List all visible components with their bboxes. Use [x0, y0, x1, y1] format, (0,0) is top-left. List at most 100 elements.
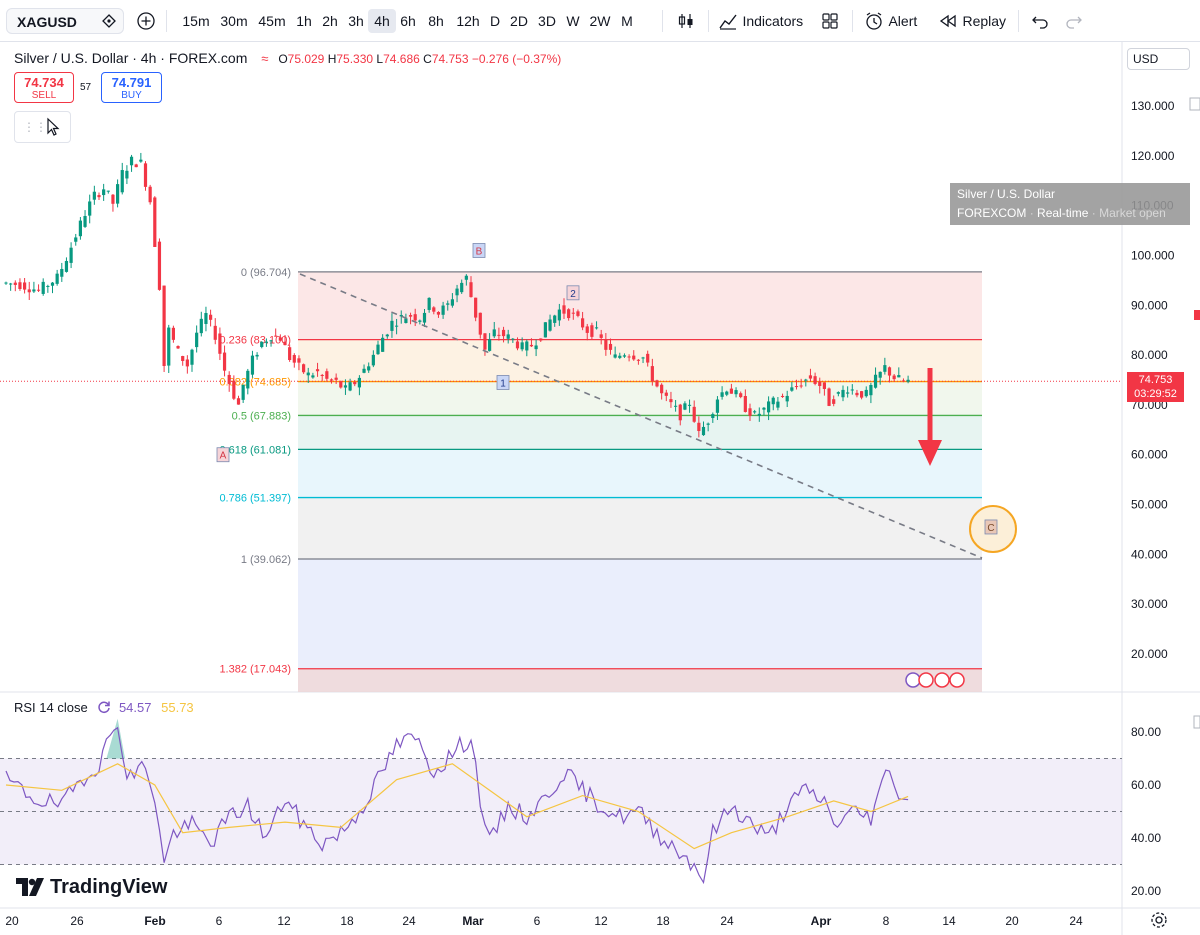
candle-up: [715, 399, 720, 413]
price-tick-40: 40.000: [1131, 547, 1168, 561]
interval-2h[interactable]: 2h: [322, 13, 338, 29]
interval-15m[interactable]: 15m: [182, 13, 210, 29]
candle-down: [669, 399, 673, 403]
rsi-tick-80: 80.00: [1131, 725, 1161, 739]
rsi-ma-line[interactable]: [5, 763, 909, 850]
replay-button[interactable]: Replay: [938, 9, 1010, 33]
fib-zone-0: [298, 271, 982, 340]
indicators-button[interactable]: Indicators: [718, 9, 810, 33]
candle-up: [74, 237, 78, 242]
candle-up: [557, 309, 561, 321]
interval-8h[interactable]: 8h: [428, 13, 444, 29]
event-flag-icon[interactable]: [949, 672, 965, 688]
tooltip-details: FOREXCOM · Real-time · Market open: [957, 206, 1166, 220]
candle-up: [734, 390, 738, 395]
symbol-search[interactable]: XAGUSD: [6, 8, 124, 34]
interval-6h[interactable]: 6h: [400, 13, 416, 29]
interval-m[interactable]: M: [621, 13, 633, 29]
settings-gear-icon[interactable]: [1150, 911, 1168, 929]
candle-down: [822, 382, 826, 389]
interval-3h[interactable]: 3h: [348, 13, 364, 29]
candle-down: [655, 380, 659, 387]
tooltip-mode: Real-time: [1037, 206, 1089, 220]
toolbar-divider: [166, 10, 167, 32]
redo-icon[interactable]: [1062, 9, 1086, 33]
dashed-trend-line[interactable]: [299, 273, 983, 559]
tradingview-logo[interactable]: TradingView: [16, 876, 167, 902]
candle-up: [506, 334, 510, 339]
wave-label-box-b[interactable]: [472, 243, 486, 258]
event-flag-icon[interactable]: [918, 672, 934, 688]
interval-1h[interactable]: 1h: [296, 13, 312, 29]
candle-down: [585, 326, 589, 333]
candle-down: [794, 386, 799, 388]
candle-up: [395, 325, 399, 327]
candle-up: [199, 318, 203, 334]
candle-up: [390, 320, 394, 331]
candle-down: [213, 325, 217, 340]
candle-down: [236, 398, 241, 405]
currency-label: USD: [1133, 52, 1159, 66]
cursor-icon[interactable]: [45, 117, 61, 137]
candle-down: [650, 366, 654, 382]
candle-down: [483, 333, 487, 350]
candle-down: [162, 285, 166, 366]
sell-button[interactable]: 74.734 SELL: [14, 72, 74, 103]
buy-button[interactable]: 74.791 BUY: [101, 72, 162, 103]
candle-up: [83, 215, 87, 227]
toolbar-divider: [708, 10, 709, 32]
candle-up: [641, 357, 645, 359]
interval-2d[interactable]: 2D: [510, 13, 528, 29]
fib-zone-extension: [298, 668, 982, 692]
interval-d[interactable]: D: [489, 13, 501, 29]
undo-icon[interactable]: [1028, 9, 1052, 33]
interval-w[interactable]: W: [566, 13, 580, 29]
down-arrow-head[interactable]: [918, 440, 942, 466]
candle-down: [827, 388, 831, 406]
event-flag-icon[interactable]: [934, 672, 950, 688]
wave-label-box-c[interactable]: [984, 519, 998, 535]
wave-label-box-2[interactable]: [566, 285, 580, 301]
wave-label-2: 2: [570, 289, 576, 300]
rsi-scroll-indicator[interactable]: [1193, 715, 1200, 729]
time-label-13: 8: [883, 914, 890, 928]
interval-4h[interactable]: 4h: [368, 9, 396, 33]
candle-down: [562, 305, 566, 314]
currency-select[interactable]: USD: [1127, 48, 1190, 70]
refresh-icon[interactable]: [97, 700, 111, 714]
diamond-icon[interactable]: [100, 13, 117, 30]
candle-up: [543, 322, 547, 338]
price-tick-20: 20.000: [1131, 647, 1168, 661]
interval-12h[interactable]: 12h: [456, 13, 480, 29]
fib-zone-0.5: [298, 415, 982, 450]
rsi-line[interactable]: [5, 726, 909, 885]
time-label-9: 12: [594, 914, 608, 928]
time-label-0: 20: [5, 914, 19, 928]
interval-3d[interactable]: 3D: [538, 13, 556, 29]
rsi-tick-60: 60.00: [1131, 778, 1161, 792]
alert-button[interactable]: Alert: [864, 9, 928, 33]
event-flag-icon[interactable]: [905, 672, 921, 688]
layout-icon[interactable]: [818, 9, 842, 33]
candles-icon[interactable]: [674, 9, 698, 33]
candle-down: [478, 312, 482, 335]
add-icon[interactable]: [134, 9, 158, 33]
drag-handle-icon[interactable]: ⋮⋮: [23, 120, 47, 134]
candle-down: [743, 395, 747, 412]
wave-icon[interactable]: ≈: [261, 51, 269, 66]
candle-up: [455, 288, 459, 296]
candle-down: [176, 346, 180, 349]
interval-2w[interactable]: 2W: [589, 13, 611, 29]
interval-30m[interactable]: 30m: [220, 13, 248, 29]
interval-45m[interactable]: 45m: [258, 13, 286, 29]
candlestick-series[interactable]: [4, 152, 910, 438]
scroll-indicator[interactable]: [1189, 97, 1200, 111]
price-tick-30: 30.000: [1131, 597, 1168, 611]
alert-icon: [866, 12, 882, 30]
price-alert-marker[interactable]: [1194, 310, 1200, 320]
wave-label-box-a[interactable]: [216, 447, 230, 463]
chart-canvas[interactable]: 0 (96.704) 0.236 (83.100) 0.382 (74.685) 0.…: [0, 42, 1200, 935]
wave-label-box-1[interactable]: [496, 375, 510, 390]
candle-up: [511, 338, 515, 340]
rsi-value: 54.57: [118, 700, 152, 715]
